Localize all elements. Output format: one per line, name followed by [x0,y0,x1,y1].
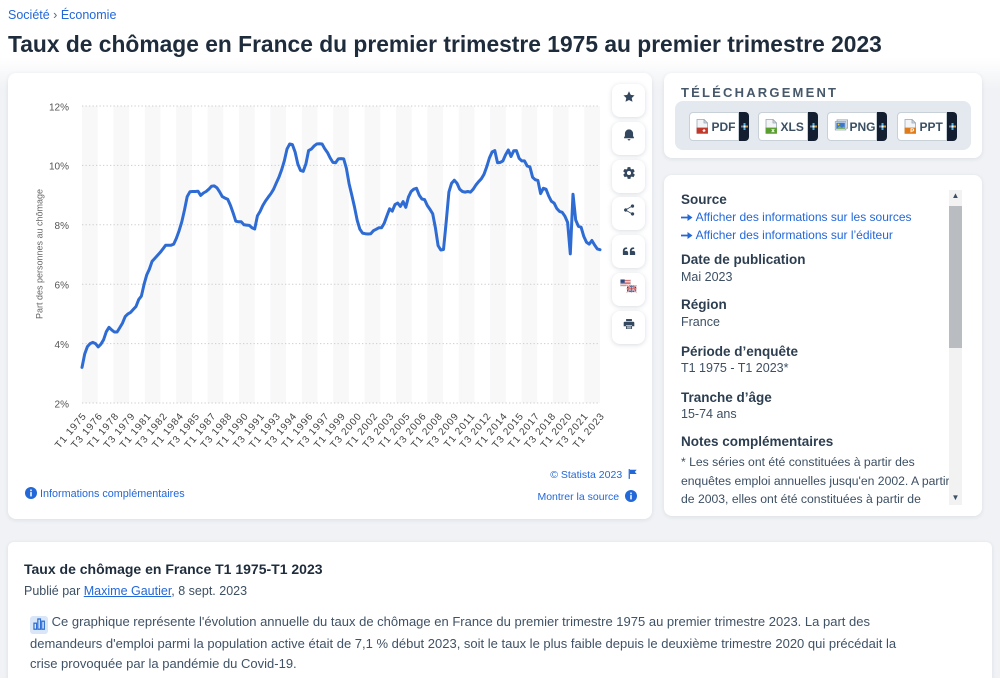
svg-text:2%: 2% [55,399,70,410]
svg-text:10%: 10% [49,162,69,173]
svg-text:8%: 8% [55,221,70,232]
svg-text:6%: 6% [55,281,70,292]
svg-text:4%: 4% [55,340,70,351]
svg-text:12%: 12% [49,102,69,113]
svg-text:Part des personnes au chômage: Part des personnes au chômage [35,189,45,319]
